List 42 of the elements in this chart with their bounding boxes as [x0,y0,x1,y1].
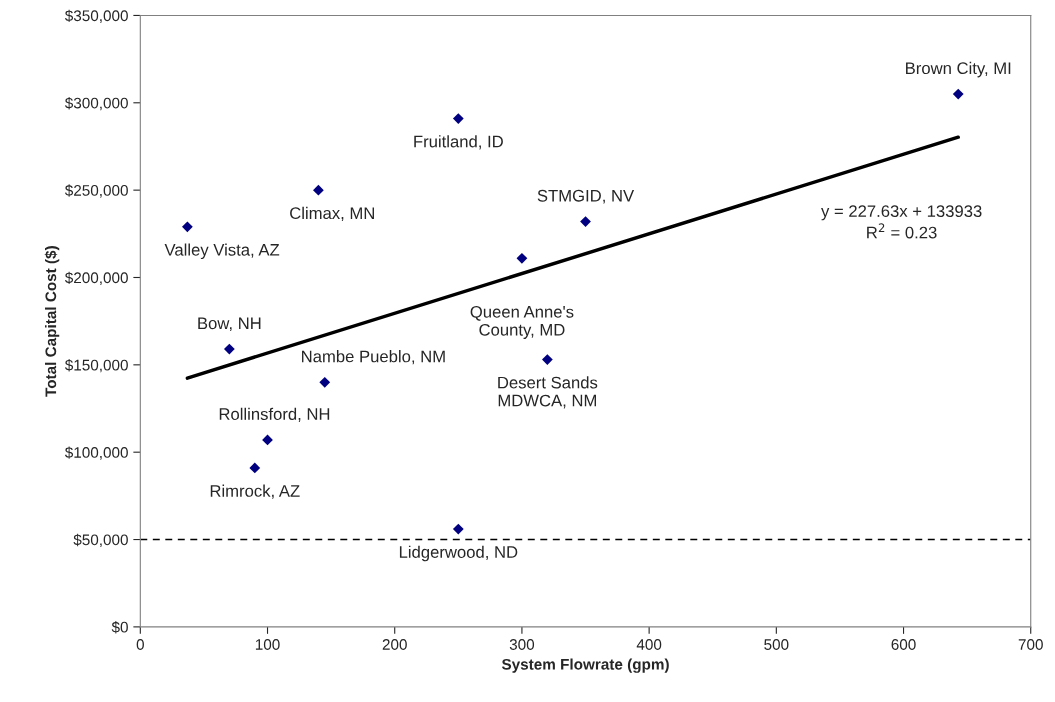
point [452,523,464,535]
annotation: Rollinsford, NH [219,407,330,422]
y-axis-title: Total Capital Cost ($) [44,246,60,397]
point [319,376,331,388]
x-tick-label: 400 [636,639,662,650]
y-tick-label: $350,000 [64,9,128,23]
annotation: Lidgerwood, ND [399,545,518,562]
annotation: STMGID, NV [537,189,635,204]
y-tick-label: $150,000 [64,359,128,373]
annotation: Brown City, MI [906,61,1011,78]
x-tick-label: 500 [764,639,789,650]
annotation: Queen Anne's County, MD [470,305,574,339]
point [541,354,553,365]
y-tick-label: $250,000 [64,184,128,198]
annotation: Fruitland, ID [414,135,503,150]
annotation: Desert Sands MDWCA, NM [498,376,598,409]
x-tick-label: 200 [382,639,407,650]
point [249,462,261,474]
y-tick-label: $0 [111,621,128,634]
annotation: Rimrock, AZ [210,484,300,499]
point [952,88,964,100]
x-tick-label: 0 [136,639,144,650]
y-tick-label: $200,000 [64,271,128,285]
point [223,343,235,355]
x-tick-label: 100 [255,639,280,650]
annotation: Nambe Pueblo, NM [302,350,445,365]
annotation: y = 227.63x + 133933 R$^{2}$ = 0.23 [821,205,982,239]
annotation: Valley Vista, AZ [164,243,280,260]
x-tick-label: 600 [891,639,916,650]
y-tick-label: $300,000 [64,97,128,111]
annotation: Bow, NH [198,317,261,332]
x-tick-label: 700 [1018,639,1043,650]
point [580,216,591,227]
x-axis-title: System Flowrate (gpm) [501,658,669,673]
x-tick-label: 300 [509,639,535,650]
y-tick-label: $100,000 [64,446,128,460]
point [182,221,193,233]
point [516,252,528,264]
point [313,184,324,196]
annotation: Climax, MN [290,206,374,222]
y-tick-label: $50,000 [73,533,128,548]
point [452,113,464,124]
